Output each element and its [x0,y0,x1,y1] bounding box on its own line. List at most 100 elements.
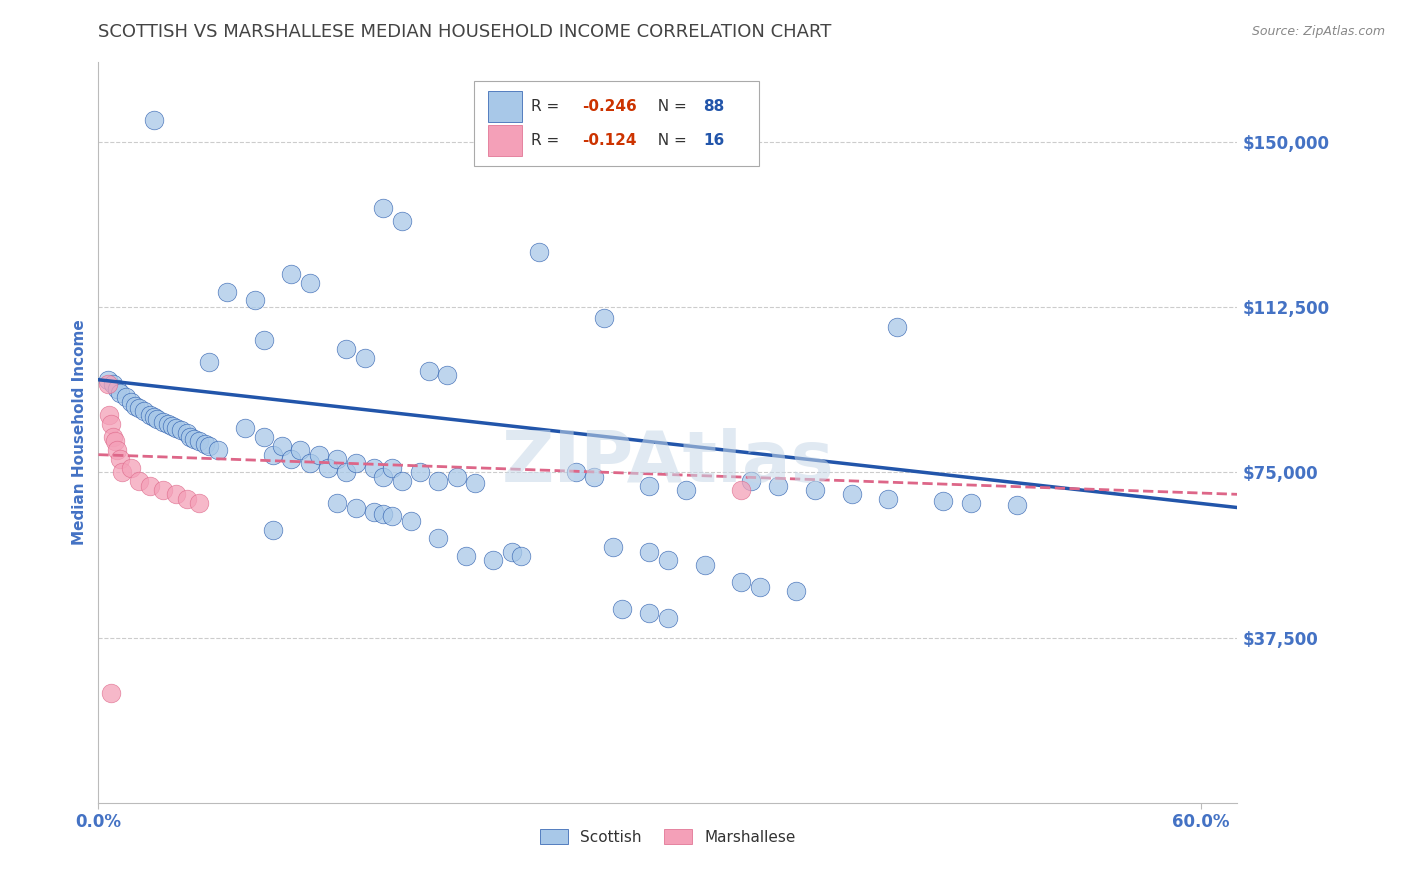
Point [583,469,606,483]
Point [142,112,165,127]
Point [610,602,633,616]
Text: N =: N = [648,99,692,114]
Point [128,474,150,488]
Text: N =: N = [648,133,692,148]
Point [482,553,505,567]
Point [111,465,134,479]
Point [363,461,385,475]
Point [142,410,165,425]
Point [371,507,394,521]
Point [740,474,762,488]
Text: R =: R = [531,99,564,114]
Point [877,491,900,506]
Point [100,417,122,431]
Point [176,491,198,506]
FancyBboxPatch shape [488,125,522,156]
Point [262,523,284,537]
Point [886,319,908,334]
Point [194,436,217,450]
Point [243,293,266,308]
Point [253,430,276,444]
Point [391,214,413,228]
Point [638,607,661,621]
Text: SCOTTISH VS MARSHALLESE MEDIAN HOUSEHOLD INCOME CORRELATION CHART: SCOTTISH VS MARSHALLESE MEDIAN HOUSEHOLD… [98,23,832,41]
Point [207,443,229,458]
Point [381,461,404,475]
Point [638,478,661,492]
Point [932,494,955,508]
Point [121,461,143,475]
Point [730,483,752,497]
Point [344,500,367,515]
Point [197,355,219,369]
Text: -0.124: -0.124 [582,133,637,148]
Point [104,434,127,449]
Point [152,415,174,429]
Point [97,377,120,392]
Point [501,544,523,558]
Y-axis label: Median Household Income: Median Household Income [72,319,87,546]
Point [139,478,162,492]
Point [105,382,128,396]
Text: ZIPAtlas: ZIPAtlas [502,428,834,497]
Point [105,443,128,458]
Point [253,333,276,347]
Point [290,443,312,458]
Point [326,496,349,510]
Point [353,351,375,365]
Point [128,401,150,416]
Point [188,496,211,510]
Point [98,408,121,422]
Point [602,540,624,554]
Point [170,424,193,438]
Point [271,439,294,453]
Point [371,201,394,215]
Point [298,276,321,290]
Point [146,412,169,426]
Point [592,311,614,326]
Point [165,487,187,501]
Point [657,610,679,624]
Point [638,544,661,558]
Point [101,377,124,392]
Point [436,368,458,383]
Point [454,549,477,563]
Point [464,476,486,491]
Point [110,452,132,467]
Point [280,267,302,281]
Point [675,483,697,497]
Point [165,421,187,435]
Point [363,505,385,519]
Point [298,457,321,471]
Point [748,580,770,594]
Point [197,439,219,453]
Point [262,448,284,462]
Point [100,685,122,699]
Point [509,549,531,563]
Text: Source: ZipAtlas.com: Source: ZipAtlas.com [1251,25,1385,38]
Point [427,532,450,546]
Point [565,465,588,479]
Point [235,421,257,435]
Point [693,558,716,572]
Point [381,509,404,524]
FancyBboxPatch shape [474,81,759,166]
Point [418,364,440,378]
Point [841,487,863,501]
Point [308,448,330,462]
Point [657,553,679,567]
Point [371,469,394,483]
Point [121,394,143,409]
Point [160,419,183,434]
Point [344,457,367,471]
Point [960,496,983,510]
Point [409,465,432,479]
Point [188,434,211,449]
Point [124,399,146,413]
Point [183,432,205,446]
Point [139,408,162,422]
Point [804,483,827,497]
Point [215,285,238,299]
Point [101,430,124,444]
Point [157,417,180,431]
